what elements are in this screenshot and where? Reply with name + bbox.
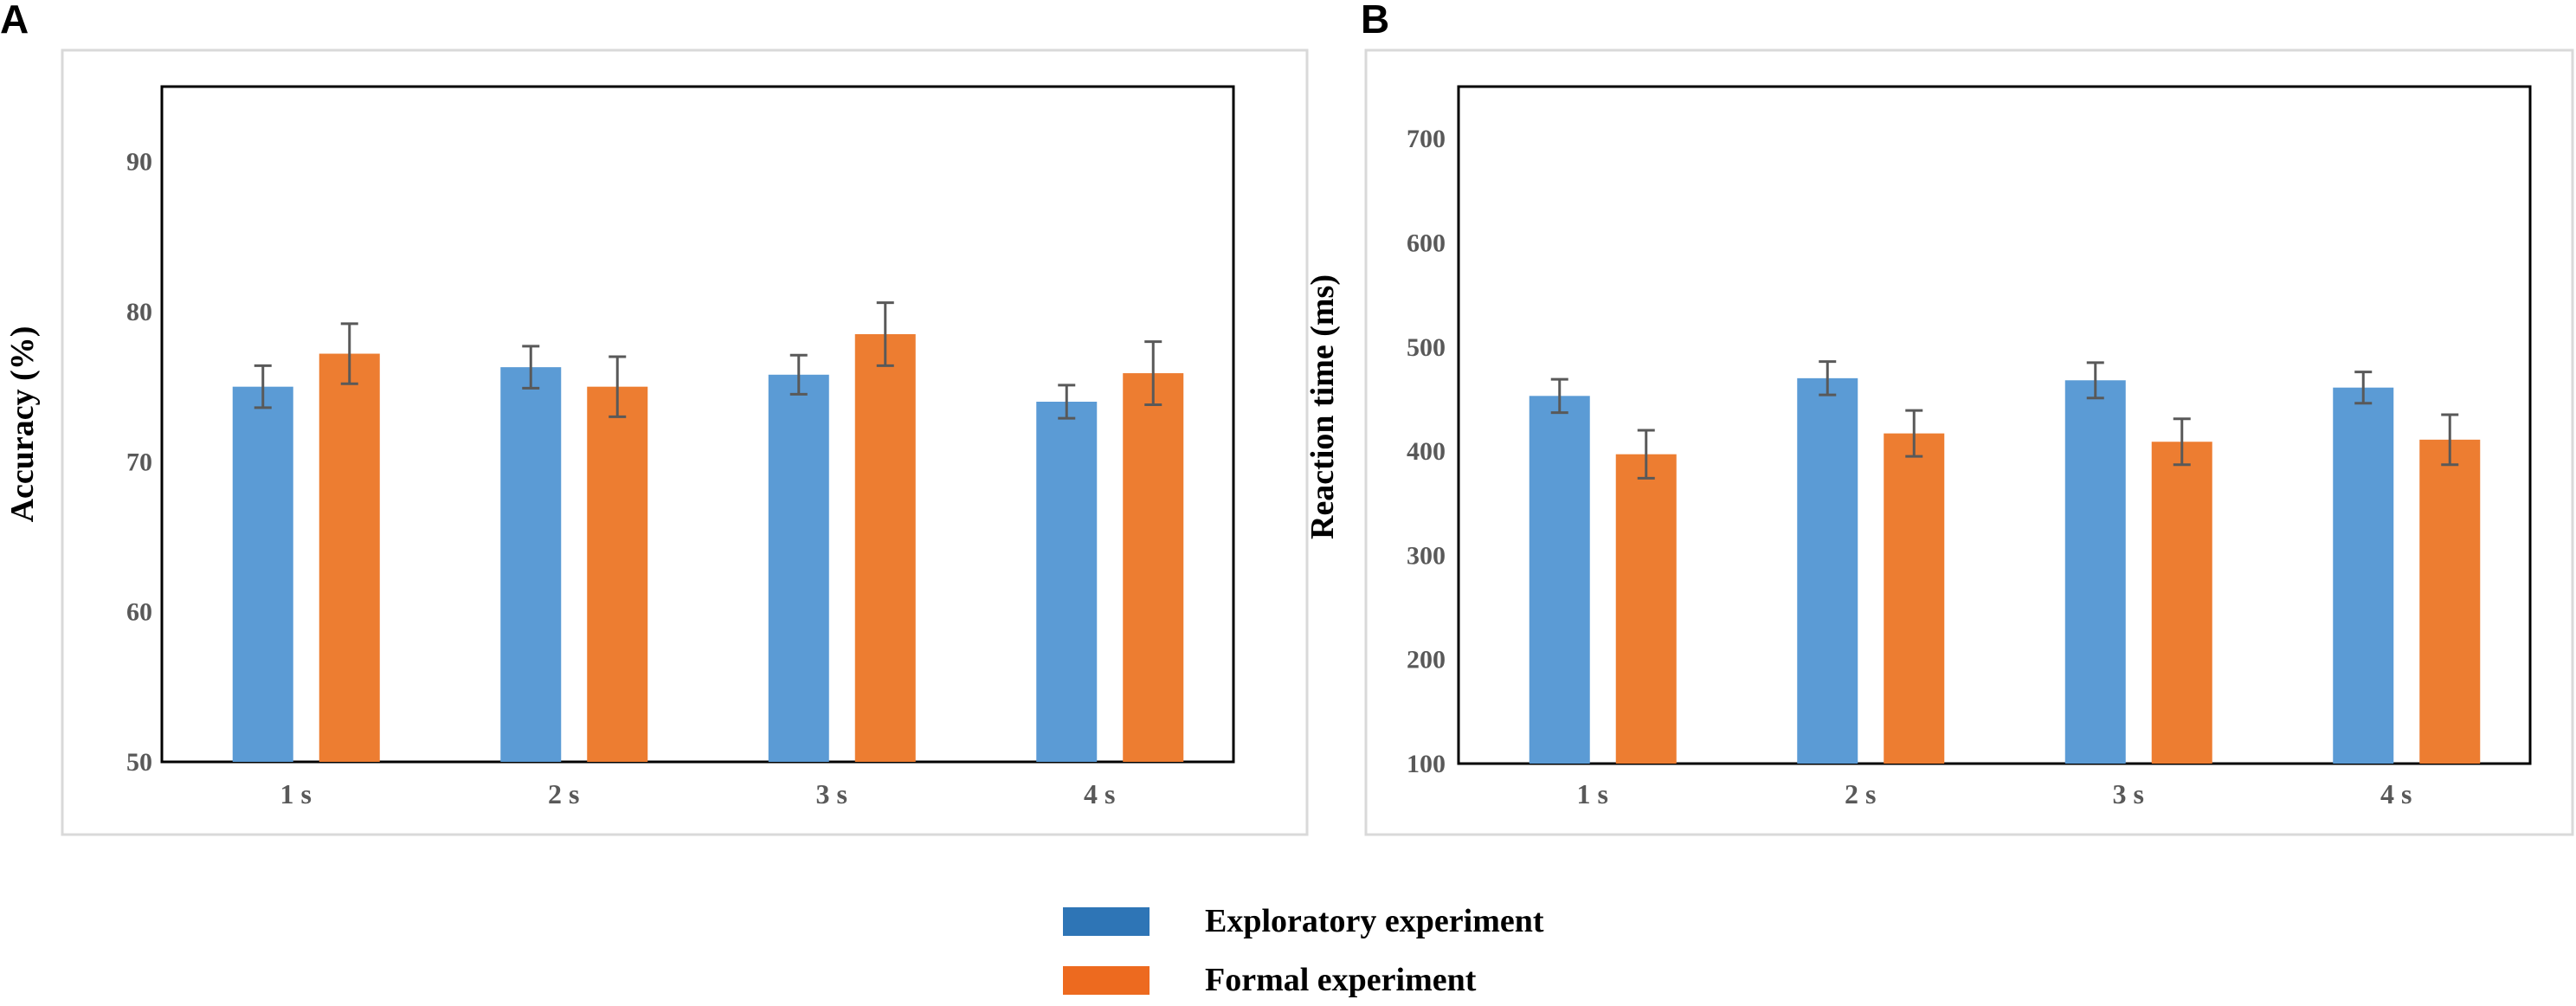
- panel-b-error-bar: [2173, 417, 2191, 467]
- panel-a-category-label: 3 s: [816, 778, 847, 809]
- panel-b-category-label: 2 s: [1845, 778, 1876, 809]
- panel-b-error-bar: [2441, 413, 2459, 467]
- panel-b-y-tick-label: 100: [1407, 750, 1446, 778]
- legend-label-exploratory: Exploratory experiment: [1205, 903, 1544, 939]
- panel-a-frame: [61, 48, 1309, 836]
- panel-b-bar-formal: [1884, 433, 1945, 764]
- panel-b-category-label: 4 s: [2380, 778, 2412, 809]
- panel-b-y-tick-label: 400: [1407, 437, 1446, 466]
- panel-b-letter: B: [1361, 0, 1389, 42]
- panel-a-category-label: 2 s: [548, 778, 579, 809]
- panel-a-error-bar: [876, 301, 894, 367]
- panel-a-plot-area: [160, 85, 1235, 764]
- panel-b: B 100 200 300 400 500 600 700 1 s 2 s 3 s 4 s Rea…: [1304, 0, 2574, 836]
- panel-a-bar-exploratory: [500, 367, 562, 762]
- panel-a-y-tick-label: 90: [126, 148, 152, 177]
- panel-a-letter: A: [0, 0, 29, 42]
- legend: Exploratory experiment Formal experiment: [1063, 903, 1544, 998]
- panel-b-category-label: 3 s: [2113, 778, 2144, 809]
- panel-a-error-bar: [609, 355, 627, 418]
- panel-a-y-tick-label: 70: [126, 448, 152, 476]
- panel-b-y-axis-title: Reaction time (ms): [1304, 274, 1341, 539]
- panel-b-error-bar: [2086, 361, 2104, 400]
- panel-a-error-bar: [522, 345, 540, 390]
- panel-b-plot-area: [1457, 85, 2532, 765]
- panel-b-y-tick-label: 500: [1407, 333, 1446, 362]
- panel-b-error-bar: [1819, 360, 1837, 397]
- panel-a-y-axis-title: Accuracy (%): [4, 326, 41, 523]
- panel-a-bar-formal: [854, 334, 916, 762]
- panel-b-bar-exploratory: [2064, 380, 2126, 764]
- legend-swatch-exploratory: [1063, 907, 1150, 936]
- panel-b-bar-formal: [1615, 454, 1677, 764]
- legend-swatch-formal: [1063, 966, 1150, 995]
- panel-a-bar-formal: [319, 353, 380, 762]
- panel-b-bar-formal: [2419, 439, 2481, 764]
- panel-b-error-bar: [2354, 371, 2373, 405]
- panel-a-bar-exploratory: [768, 374, 829, 762]
- panel-a-error-bar: [254, 364, 272, 409]
- panel-b-bar-exploratory: [1797, 377, 1858, 764]
- panel-a-bar-exploratory: [1036, 402, 1098, 762]
- panel-b-y-tick-label: 200: [1407, 646, 1446, 674]
- panel-a-y-tick-label: 50: [126, 748, 152, 777]
- panel-a-bar-formal: [1123, 373, 1184, 762]
- legend-label-formal: Formal experiment: [1205, 962, 1477, 998]
- panel-a-y-tick-label: 60: [126, 598, 152, 627]
- panel-b-y-tick-label: 600: [1407, 229, 1446, 257]
- panel-a-category-label: 4 s: [1084, 778, 1115, 809]
- panel-a-error-bar: [789, 353, 808, 396]
- panel-a-error-bar: [1144, 340, 1162, 406]
- panel-b-error-bar: [1905, 409, 1923, 458]
- panel-a: A 50 60 70 80 90 1 s 2 s 3 s 4 s Accuracy (%): [0, 0, 1309, 836]
- panel-b-bar-exploratory: [2333, 387, 2394, 764]
- panel-a-bar-exploratory: [232, 386, 293, 762]
- panel-b-y-tick-label: 300: [1407, 541, 1446, 570]
- panel-a-error-bar: [340, 322, 358, 385]
- panel-b-frame: [1364, 48, 2574, 836]
- panel-b-category-label: 1 s: [1577, 778, 1608, 809]
- panel-a-y-tick-label: 80: [126, 298, 152, 326]
- panel-a-bar-formal: [587, 386, 648, 762]
- panel-b-y-tick-label: 700: [1407, 125, 1446, 153]
- panel-b-bar-formal: [2151, 442, 2212, 764]
- panel-b-bar-exploratory: [1529, 396, 1590, 764]
- panel-b-error-bar: [1637, 429, 1655, 480]
- panel-a-error-bar: [1058, 384, 1076, 420]
- panel-b-error-bar: [1550, 377, 1568, 415]
- panel-a-category-label: 1 s: [280, 778, 312, 809]
